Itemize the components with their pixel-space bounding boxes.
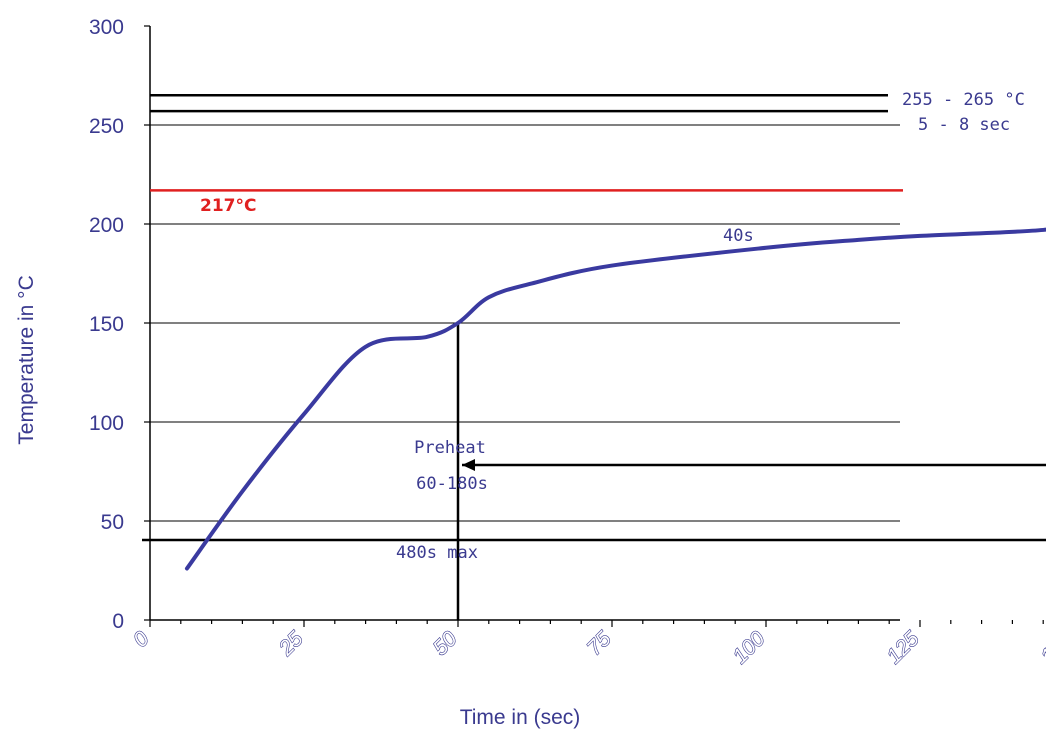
- y-tick-label-100: 100: [89, 412, 124, 435]
- x-tick-label-0: 0: [129, 627, 154, 652]
- x-tick-label-50: 50: [429, 627, 462, 660]
- temperature-line-0: [184, 227, 1046, 571]
- y-tick-label-200: 200: [89, 214, 124, 237]
- x-tick-label-25: 25: [274, 627, 308, 661]
- liquidus-label: 217°C: [200, 196, 256, 216]
- axes: [144, 25, 1044, 627]
- peak-time-label: 5 - 8 sec: [918, 115, 1010, 135]
- x-axis-title: Time in (sec): [460, 706, 581, 729]
- x-tick-label-75: 75: [583, 627, 616, 660]
- preheat-range-label: 60-180s: [416, 474, 488, 494]
- preheat-label: Preheat: [414, 438, 486, 458]
- y-tick-label-250: 250: [89, 115, 124, 138]
- time-markers: [142, 323, 1046, 620]
- series-group: [184, 227, 1046, 571]
- reference-lines: [150, 94, 903, 192]
- gridlines: [150, 124, 900, 522]
- y-tick-label-50: 50: [101, 511, 124, 534]
- above-liquidus-label: 40s: [723, 226, 754, 246]
- total-time-label: 480s max: [396, 543, 478, 563]
- y-tick-label-0: 0: [112, 610, 124, 633]
- preheat-arrow-head-left: [462, 459, 475, 471]
- tick-labels: 0501001502002503000255075100125150175200…: [89, 16, 1046, 669]
- x-tick-label-125: 125: [882, 627, 923, 668]
- y-axis-title: Temperature in °C: [15, 275, 38, 444]
- x-tick-label-150: 150: [1036, 627, 1046, 668]
- x-tick-label-100: 100: [728, 627, 769, 668]
- y-tick-label-150: 150: [89, 313, 124, 336]
- y-tick-label-300: 300: [89, 16, 124, 39]
- peak-temp-label: 255 - 265 °C: [902, 90, 1025, 110]
